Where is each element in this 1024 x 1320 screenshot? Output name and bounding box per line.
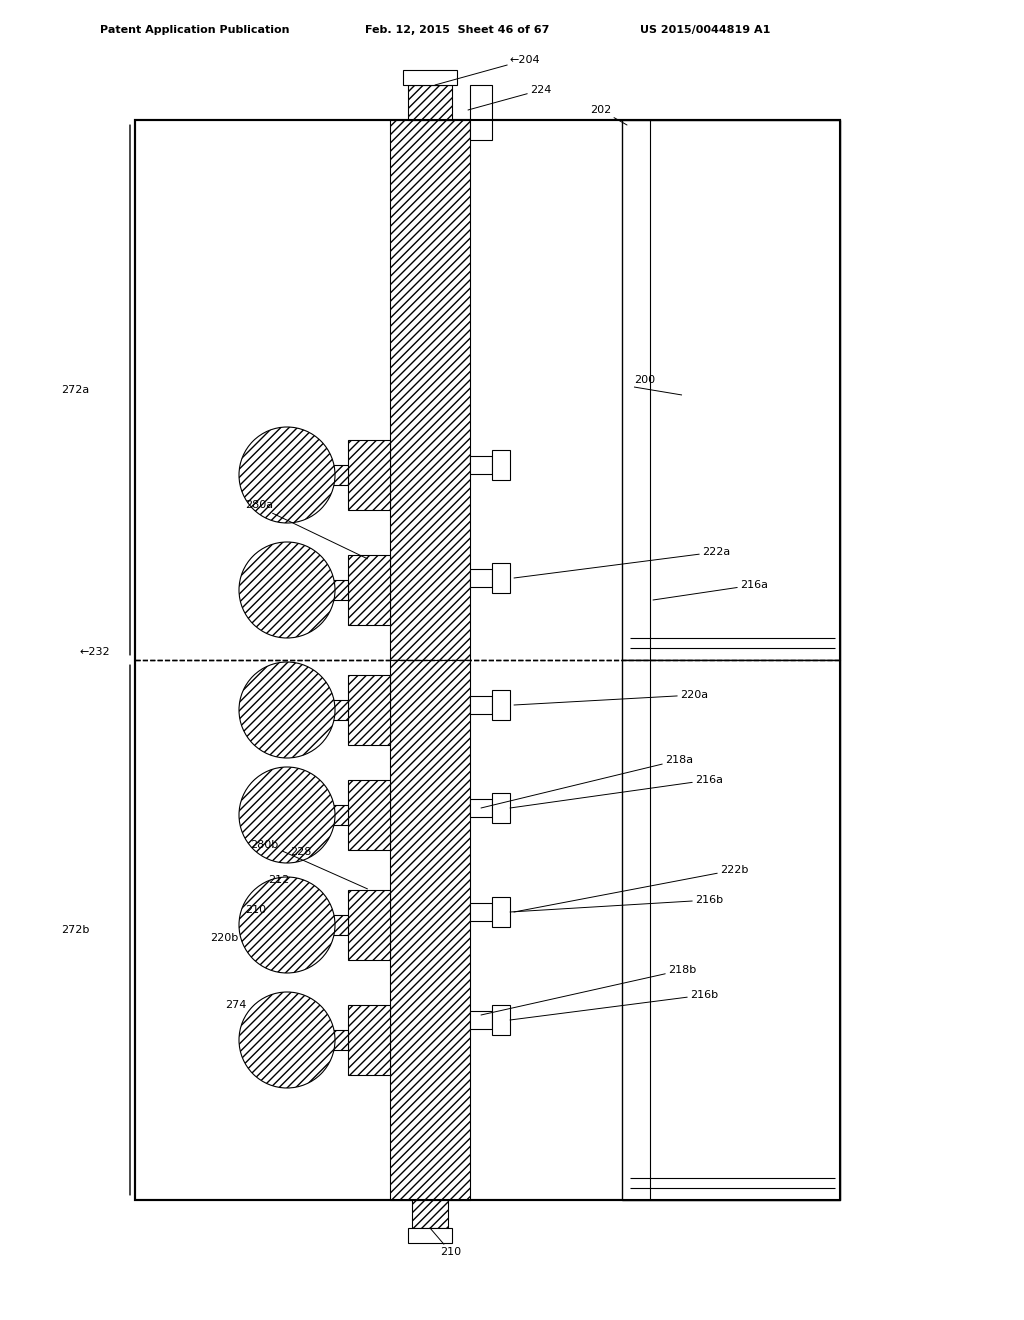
Bar bbox=[348, 890, 390, 960]
Text: 228: 228 bbox=[290, 847, 311, 857]
Bar bbox=[348, 554, 390, 624]
Circle shape bbox=[239, 876, 335, 973]
Circle shape bbox=[239, 993, 335, 1088]
Text: 222b: 222b bbox=[514, 865, 749, 912]
Bar bbox=[288, 700, 348, 719]
Bar bbox=[390, 120, 470, 660]
Bar bbox=[390, 660, 470, 1200]
Text: ←204: ←204 bbox=[435, 55, 541, 84]
Circle shape bbox=[239, 663, 335, 758]
Text: US 2015/0044819 A1: US 2015/0044819 A1 bbox=[640, 25, 770, 36]
Circle shape bbox=[239, 543, 335, 638]
Bar bbox=[492, 564, 510, 593]
Text: 220b: 220b bbox=[210, 933, 239, 942]
Text: 200: 200 bbox=[634, 375, 655, 385]
Bar bbox=[470, 1011, 492, 1030]
Bar bbox=[470, 696, 492, 714]
Text: 202: 202 bbox=[590, 106, 627, 125]
Text: 216a: 216a bbox=[510, 775, 723, 808]
Text: 216b: 216b bbox=[510, 990, 718, 1020]
Circle shape bbox=[239, 767, 335, 863]
Bar bbox=[288, 805, 348, 825]
Bar bbox=[492, 690, 510, 719]
Text: 220a: 220a bbox=[514, 690, 709, 705]
Bar bbox=[470, 84, 492, 140]
Bar bbox=[470, 799, 492, 817]
Bar bbox=[135, 120, 840, 1200]
Text: 272a: 272a bbox=[60, 385, 89, 395]
Text: 280b: 280b bbox=[250, 840, 279, 850]
Bar bbox=[492, 793, 510, 822]
Text: 272b: 272b bbox=[60, 925, 89, 935]
Bar bbox=[408, 1228, 452, 1243]
Bar bbox=[288, 1030, 348, 1049]
Bar bbox=[470, 903, 492, 921]
Bar bbox=[622, 660, 840, 1200]
Text: Feb. 12, 2015  Sheet 46 of 67: Feb. 12, 2015 Sheet 46 of 67 bbox=[365, 25, 549, 36]
Bar bbox=[288, 579, 348, 601]
Bar bbox=[622, 120, 840, 660]
Text: 216b: 216b bbox=[510, 895, 723, 912]
Bar bbox=[492, 450, 510, 480]
Text: Patent Application Publication: Patent Application Publication bbox=[100, 25, 290, 36]
Bar bbox=[492, 898, 510, 927]
Circle shape bbox=[239, 426, 335, 523]
Text: 210: 210 bbox=[430, 1228, 461, 1257]
Bar bbox=[348, 675, 390, 744]
Bar bbox=[470, 569, 492, 587]
Bar bbox=[492, 1005, 510, 1035]
Text: 222a: 222a bbox=[514, 546, 730, 578]
Bar bbox=[470, 455, 492, 474]
Bar bbox=[348, 780, 390, 850]
Text: 212: 212 bbox=[268, 875, 289, 884]
Text: 216a: 216a bbox=[653, 579, 768, 601]
Bar bbox=[403, 70, 457, 84]
Text: ←232: ←232 bbox=[80, 647, 111, 657]
Bar bbox=[288, 465, 348, 484]
Text: 218a: 218a bbox=[481, 755, 693, 808]
Text: 218b: 218b bbox=[481, 965, 696, 1015]
Bar bbox=[408, 84, 452, 120]
Text: 224: 224 bbox=[468, 84, 551, 110]
Bar bbox=[348, 440, 390, 510]
Text: 274: 274 bbox=[225, 1001, 247, 1010]
Text: 280a: 280a bbox=[245, 500, 273, 510]
Bar bbox=[348, 1005, 390, 1074]
Bar bbox=[135, 120, 840, 1200]
Bar bbox=[412, 1200, 449, 1228]
Text: 210: 210 bbox=[245, 906, 266, 915]
Bar bbox=[288, 915, 348, 935]
